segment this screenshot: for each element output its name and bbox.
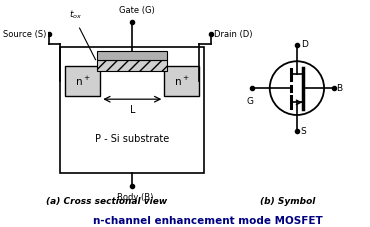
Text: n$^+$: n$^+$ bbox=[174, 74, 189, 88]
Text: $t_{ox}$: $t_{ox}$ bbox=[69, 9, 82, 21]
Bar bbox=[164, 66, 199, 96]
Circle shape bbox=[270, 61, 324, 115]
Text: n$^+$: n$^+$ bbox=[75, 74, 91, 88]
Text: Source (S): Source (S) bbox=[3, 30, 46, 39]
Text: B: B bbox=[336, 84, 342, 93]
Text: D: D bbox=[301, 40, 307, 49]
Text: G: G bbox=[246, 97, 253, 106]
Text: P - Si substrate: P - Si substrate bbox=[95, 134, 169, 144]
Bar bbox=[60, 47, 204, 173]
Text: (b) Symbol: (b) Symbol bbox=[260, 197, 315, 206]
Text: S: S bbox=[301, 127, 306, 136]
Bar bbox=[97, 51, 168, 60]
Bar bbox=[97, 60, 168, 71]
Bar bbox=[65, 66, 100, 96]
Text: Drain (D): Drain (D) bbox=[214, 30, 252, 39]
Text: n-channel enhancement mode MOSFET: n-channel enhancement mode MOSFET bbox=[92, 216, 322, 226]
Text: (a) Cross sectional view: (a) Cross sectional view bbox=[46, 197, 167, 206]
Text: L: L bbox=[130, 105, 135, 115]
Text: Body (B): Body (B) bbox=[117, 193, 154, 202]
Text: Gate (G): Gate (G) bbox=[119, 6, 155, 15]
